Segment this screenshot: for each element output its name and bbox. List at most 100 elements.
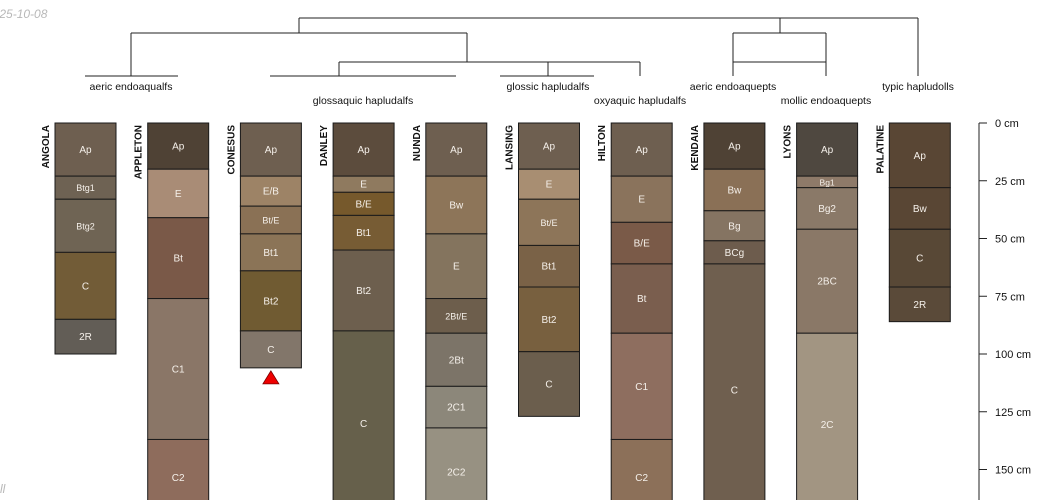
horizon-nunda-2bte: [425, 298, 488, 334]
horizon-label: E: [638, 195, 645, 206]
horizon-label: Bw: [727, 185, 742, 196]
horizon-label: B/E: [356, 199, 372, 210]
depth-tick-label: 25 cm: [995, 176, 1025, 188]
profile-name-label: CONESUS: [226, 125, 237, 175]
horizon-kendaia-ap: [703, 122, 766, 170]
profile-name-label: ANGOLA: [41, 125, 52, 168]
horizon-label: Ap: [914, 151, 927, 162]
horizon-label: Btg2: [76, 221, 95, 231]
horizon-label: Bt/E: [540, 218, 557, 228]
horizon-label: Bt: [173, 254, 183, 265]
horizon-lyons-2c: [796, 332, 859, 500]
horizon-hilton-ap: [610, 122, 673, 177]
date-stamp: 2025-10-08: [0, 7, 48, 21]
horizon-lansing-bte: [518, 198, 580, 246]
horizon-palatine-c: [888, 228, 951, 288]
profile-angola: Ap Btg1 Btg2 C 2R ANGOLA: [41, 122, 117, 355]
horizon-hilton-be: [610, 221, 673, 265]
horizon-label: C: [82, 281, 89, 292]
horizon-appleton-bt: [147, 217, 210, 300]
horizon-label: Ap: [265, 145, 278, 156]
horizon-label: Bt: [637, 294, 647, 305]
depth-tick-label: 50 cm: [995, 234, 1025, 246]
horizon-lansing-bt2: [518, 286, 580, 353]
horizon-label: 2BC: [817, 277, 836, 288]
horizon-kendaia-bg: [703, 210, 766, 242]
horizon-label: Bt2: [541, 315, 556, 326]
profile-name-label: LYONS: [783, 125, 794, 159]
horizon-label: Bt1: [356, 228, 371, 239]
profile-name-label: HILTON: [597, 125, 608, 161]
horizon-label: BCg: [725, 248, 744, 259]
profile-name-label: PALATINE: [875, 125, 886, 174]
horizon-label: Bt1: [541, 262, 556, 273]
horizon-label: 2C1: [447, 403, 466, 414]
horizon-label: Ap: [543, 142, 556, 153]
horizon-label: Bt2: [263, 296, 278, 307]
horizon-label: C1: [172, 365, 185, 376]
horizon-hilton-c2: [610, 438, 673, 500]
horizon-label: Bg: [728, 221, 740, 232]
horizon-label: Ap: [357, 145, 370, 156]
depth-tick-label: 150 cm: [995, 465, 1031, 477]
horizon-label: Ap: [450, 145, 463, 156]
taxa-label: glossic hapludalfs: [507, 81, 590, 93]
horizon-angola-c: [54, 251, 117, 320]
profile-nunda: Ap Bw E 2Bt/E 2Bt 2C1 2C2 NUNDA: [412, 122, 488, 500]
horizon-label: C: [267, 345, 274, 356]
horizon-conesus-c: [239, 330, 302, 369]
taxa-label: mollic endoaquepts: [781, 95, 871, 107]
horizon-label: 2Bt: [449, 355, 464, 366]
horizon-palatine-ap: [888, 122, 951, 189]
horizon-nunda-bw: [425, 175, 488, 235]
horizon-palatine-2r: [888, 286, 951, 323]
horizon-conesus-bte: [239, 205, 302, 235]
profile-danley: Ap E B/E Bt1 Bt2 C DANLEY: [319, 122, 395, 500]
depth-tick-label: 100 cm: [995, 349, 1031, 361]
horizon-angola-ap: [54, 122, 117, 177]
horizon-label: C1: [635, 382, 648, 393]
corner-stamp: ll: [0, 482, 6, 496]
horizon-label: E/B: [263, 187, 279, 198]
profile-name-label: NUNDA: [412, 125, 423, 161]
horizon-label: Btg1: [76, 183, 95, 193]
horizon-label: Bw: [913, 204, 928, 215]
taxa-label: typic hapludolls: [882, 81, 954, 93]
depth-tick-label: 75 cm: [995, 291, 1025, 303]
taxa-label: oxyaquic hapludalfs: [594, 95, 686, 107]
horizon-danley-c: [332, 330, 395, 500]
horizon-label: 2C2: [447, 467, 466, 478]
profile-lansing: Ap E Bt/E Bt1 Bt2 C LANSING: [505, 122, 580, 417]
horizon-appleton-c1: [147, 298, 210, 440]
horizon-label: Ap: [79, 145, 92, 156]
taxa-label: aeric endoaquepts: [690, 81, 776, 93]
horizon-lyons-2bc: [796, 228, 859, 334]
horizon-label: E: [175, 189, 182, 200]
horizon-danley-ap: [332, 122, 395, 177]
horizon-label: Ap: [172, 142, 185, 153]
horizon-danley-bt2: [332, 249, 395, 332]
horizon-label: C: [916, 254, 923, 265]
profile-name-label: LANSING: [505, 125, 516, 170]
horizon-label: E: [546, 180, 553, 191]
horizon-nunda-e: [425, 233, 488, 300]
taxa-label: aeric endoaqualfs: [90, 81, 173, 93]
horizon-label: C: [360, 419, 367, 430]
horizon-label: Bw: [449, 201, 464, 212]
horizon-label: Ap: [728, 142, 741, 153]
horizon-lansing-c: [518, 351, 580, 417]
horizon-label: Ap: [821, 145, 834, 156]
profile-kendaia: Ap Bw Bg BCg C KENDAIA: [690, 122, 766, 500]
horizon-label: Bt/E: [262, 216, 279, 226]
profile-hilton: Ap E B/E Bt C1 C2 HILTON: [597, 122, 673, 500]
horizon-label: Bg1: [820, 177, 835, 187]
horizon-appleton-c2: [147, 438, 210, 500]
taxa-label: glossaquic hapludalfs: [313, 95, 413, 107]
horizon-nunda-2c2: [425, 427, 488, 500]
horizon-label: B/E: [634, 239, 650, 250]
horizon-label: C2: [172, 473, 185, 484]
profile-lyons: Ap Bg1 Bg2 2BC 2C LYONS: [783, 122, 859, 500]
profile-appleton: Ap E Bt C1 C2 APPLETON: [134, 122, 210, 500]
horizon-label: C: [731, 385, 738, 396]
horizon-lansing-ap: [518, 122, 580, 170]
